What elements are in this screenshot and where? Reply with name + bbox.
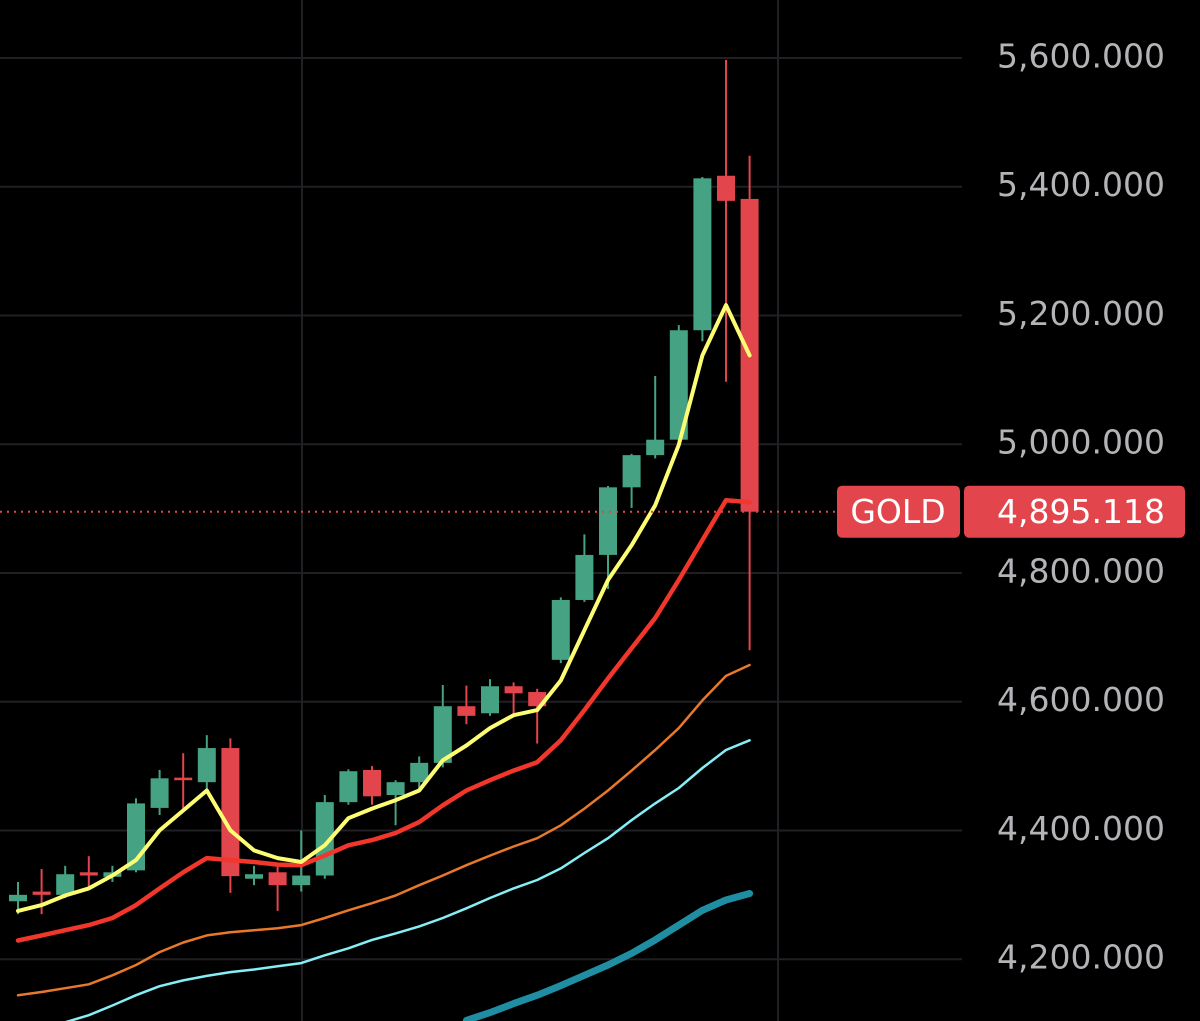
- candle-body: [433, 706, 452, 763]
- moving-averages: [15, 303, 754, 1021]
- ma-line: [462, 890, 754, 1021]
- candle-body: [481, 686, 499, 714]
- candle-body: [669, 330, 688, 440]
- candle-body: [245, 874, 263, 879]
- candle-body: [717, 175, 735, 201]
- y-tick-label: 5,000.000: [997, 423, 1165, 462]
- candle-body: [575, 554, 594, 600]
- candle-body: [504, 686, 523, 694]
- candle-body: [339, 771, 358, 803]
- candle-body: [197, 748, 216, 783]
- candles: [9, 59, 759, 915]
- price-tag-value: 4,895.118: [997, 492, 1165, 531]
- candle-body: [457, 706, 476, 716]
- candle-body: [410, 762, 429, 783]
- ma-line: [65, 739, 751, 1021]
- candle-body: [32, 891, 51, 895]
- price-tag-name-bg: [837, 485, 960, 538]
- y-tick-label: 4,800.000: [997, 551, 1165, 590]
- price-tag-value-bg: [964, 485, 1185, 538]
- y-tick-label: 5,600.000: [997, 36, 1165, 75]
- candle-body: [599, 487, 617, 555]
- candle-body: [386, 782, 405, 796]
- y-tick-label: 4,200.000: [997, 938, 1165, 977]
- candle-body: [268, 872, 287, 886]
- candle-body: [79, 872, 98, 876]
- candle-body: [56, 874, 75, 895]
- candle-body: [551, 599, 570, 660]
- candle-body: [646, 439, 665, 456]
- ma-line: [16, 663, 751, 997]
- candle-body: [363, 769, 381, 797]
- candle-body: [292, 875, 311, 886]
- candle-body: [693, 178, 712, 331]
- ma-line: [16, 303, 752, 913]
- y-tick-label: 5,400.000: [997, 165, 1165, 204]
- candle-body: [150, 778, 169, 808]
- y-tick-label: 5,200.000: [997, 294, 1165, 333]
- candle-body: [622, 455, 641, 488]
- y-tick-label: 4,600.000: [997, 680, 1165, 719]
- y-tick-label: 4,400.000: [997, 809, 1165, 848]
- ma-line: [15, 497, 752, 943]
- price-tag-name: GOLD: [850, 492, 945, 531]
- candle-body: [174, 777, 193, 781]
- candle-body: [221, 748, 240, 877]
- candle-body: [9, 894, 27, 902]
